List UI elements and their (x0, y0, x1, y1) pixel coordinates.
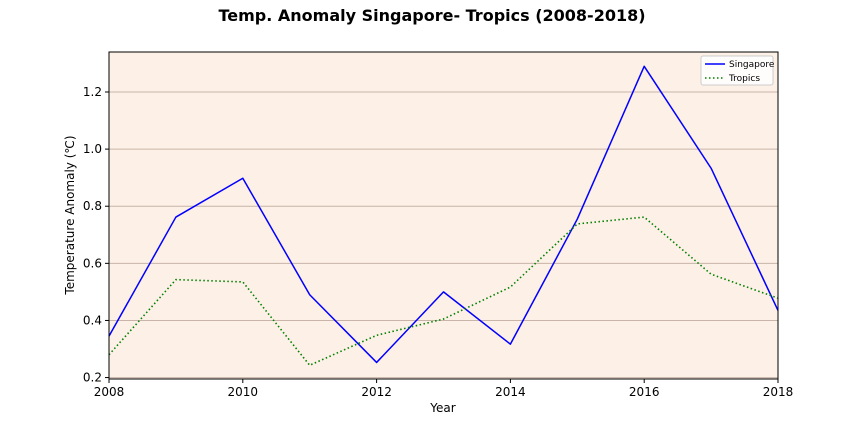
plot-area (109, 52, 778, 379)
y-axis: 0.2 0.4 0.6 0.8 1.0 1.2 (83, 85, 109, 385)
x-tick-label: 2010 (228, 385, 259, 399)
y-tick-label: 0.8 (83, 199, 102, 213)
y-axis-label: Temperature Anomaly (℃) (63, 135, 77, 295)
chart-title: Temp. Anomaly Singapore- Tropics (2008-2… (218, 6, 645, 25)
series-line-tropics (108, 216, 779, 367)
series-layer (108, 65, 779, 367)
x-tick-label: 2012 (361, 385, 392, 399)
y-tick-label: 0.2 (83, 371, 102, 385)
y-tick-label: 0.6 (83, 256, 102, 270)
plot-frame (108, 51, 779, 380)
series-line-singapore (108, 65, 779, 364)
y-tick-label: 1.2 (83, 85, 102, 99)
x-tick-label: 2008 (94, 385, 125, 399)
y-tick-label: 0.4 (83, 313, 102, 327)
y-tick-label: 1.0 (83, 142, 102, 156)
legend-label-tropics: Tropics (728, 74, 760, 84)
legend-label-singapore: Singapore (729, 60, 775, 70)
x-axis: 2008 2010 2012 2014 2016 2018 (94, 379, 794, 399)
grid-lines (109, 91, 778, 379)
x-tick-label: 2018 (763, 385, 794, 399)
x-tick-label: 2016 (629, 385, 660, 399)
x-tick-label: 2014 (495, 385, 526, 399)
x-axis-label: Year (429, 401, 455, 415)
legend: Singapore Tropics (700, 55, 775, 86)
